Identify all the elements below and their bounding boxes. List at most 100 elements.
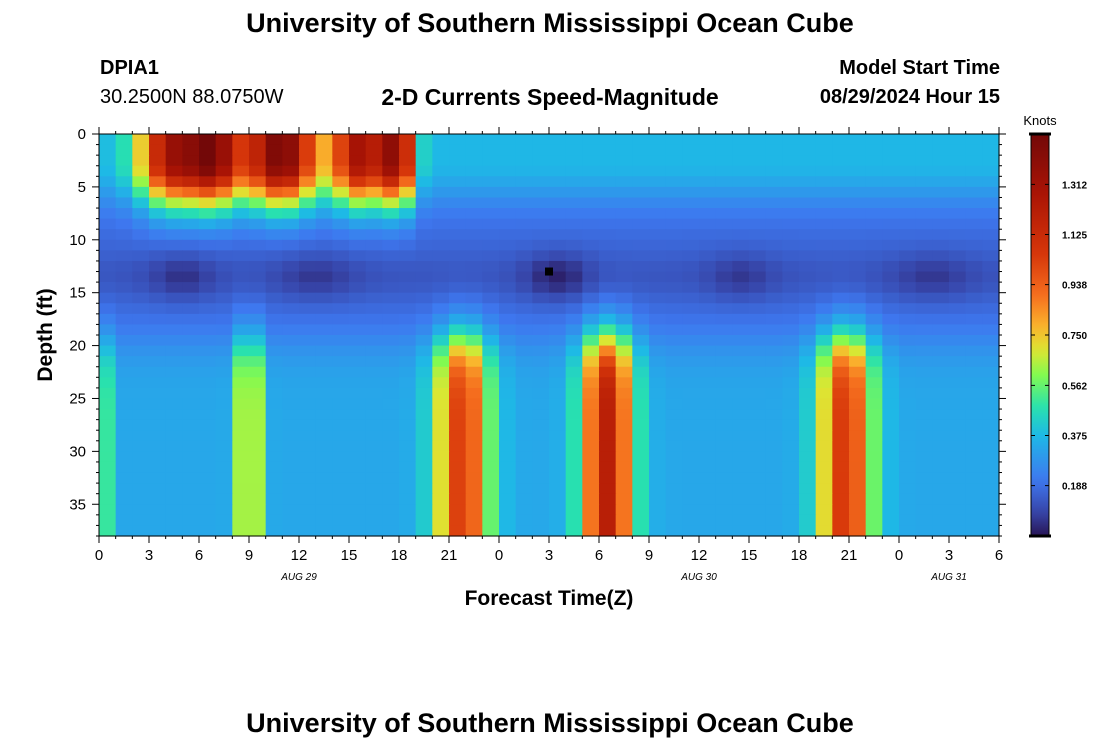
heatmap-cell [399,430,417,442]
heatmap-cell [249,472,267,484]
heatmap-cell [782,398,800,410]
heatmap-cell [865,282,883,294]
heatmap-cell [599,387,617,400]
heatmap-cell [832,525,850,537]
heatmap-cell [732,430,750,442]
heatmap-cell [382,144,400,156]
heatmap-cell [665,430,683,442]
heatmap-cell [715,366,733,378]
heatmap-cell [949,144,967,156]
heatmap-cell [782,419,800,431]
heatmap-cell [199,493,217,505]
heatmap-cell [199,514,217,527]
heatmap-cell [799,493,817,505]
heatmap-cell [515,313,533,326]
heatmap-cell [549,282,567,294]
heatmap-cell [715,239,733,251]
heatmap-cell [582,409,600,421]
heatmap-cell [449,229,467,241]
heatmap-cell [549,186,567,199]
heatmap-cell [632,218,650,230]
heatmap-cell [232,356,250,368]
heatmap-cell [565,165,583,177]
heatmap-cell [449,483,467,495]
heatmap-cell [565,282,583,294]
heatmap-cell [382,229,400,241]
x-tick-label: 15 [341,547,358,564]
heatmap-cell [332,260,350,273]
heatmap-cell [449,345,467,357]
heatmap-cell [415,134,433,146]
heatmap-cell [432,239,450,251]
heatmap-cell [399,409,417,421]
heatmap-cell [132,451,150,463]
heatmap-cell [832,504,850,516]
heatmap-cell [949,335,967,347]
heatmap-cell [915,451,933,463]
heatmap-cell [665,398,683,410]
heatmap-cell [449,461,467,474]
heatmap-cell [782,250,800,262]
heatmap-cell [315,186,333,199]
heatmap-cell [982,271,1000,283]
heatmap-cell [765,345,783,357]
heatmap-cell [232,366,250,378]
heatmap-cell [532,387,550,400]
heatmap-cell [915,292,933,304]
heatmap-cell [299,514,317,527]
heatmap-cell [682,271,700,283]
heatmap-cell [365,260,383,273]
heatmap-cell [349,451,367,463]
heatmap-cell [132,377,150,389]
heatmap-cell [132,250,150,262]
heatmap-cell [899,387,917,400]
heatmap-cell [765,260,783,273]
heatmap-cell [982,239,1000,251]
heatmap-cell [732,398,750,410]
heatmap-cell [249,165,267,177]
heatmap-cell [682,324,700,336]
heatmap-cell [832,229,850,241]
heatmap-cell [449,335,467,347]
heatmap-cell [815,324,833,336]
heatmap-cell [649,366,667,378]
heatmap-cell [515,208,533,220]
heatmap-cell [599,144,617,156]
heatmap-cell [199,292,217,304]
heatmap-cell [149,387,167,400]
heatmap-cell [482,461,500,474]
heatmap-cell [715,271,733,283]
heatmap-cell [715,377,733,389]
heatmap-cell [782,472,800,484]
heatmap-cell [182,514,200,527]
heatmap-cell [565,409,583,421]
heatmap-cell [315,377,333,389]
x-tick-label: 18 [791,547,808,564]
heatmap-cell [949,409,967,421]
heatmap-cell [549,398,567,410]
heatmap-cell [249,451,267,463]
heatmap-cell [465,419,483,431]
heatmap-cell [849,186,867,199]
heatmap-cell [132,165,150,177]
heatmap-cell [582,282,600,294]
heatmap-cell [899,483,917,495]
heatmap-cell [282,260,300,273]
heatmap-cell [949,186,967,199]
heatmap-cell [315,176,333,188]
heatmap-cell [915,387,933,400]
heatmap-cell [215,356,233,368]
heatmap-cell [982,409,1000,421]
heatmap-cell [632,398,650,410]
heatmap-cell [632,472,650,484]
heatmap-cell [282,250,300,262]
heatmap-cell [699,493,717,505]
heatmap-cell [715,430,733,442]
heatmap-cell [915,271,933,283]
heatmap-cell [699,260,717,273]
heatmap-cell [699,451,717,463]
heatmap-cell [949,419,967,431]
heatmap-cell [232,345,250,357]
heatmap-cell [849,229,867,241]
heatmap-cell [215,208,233,220]
